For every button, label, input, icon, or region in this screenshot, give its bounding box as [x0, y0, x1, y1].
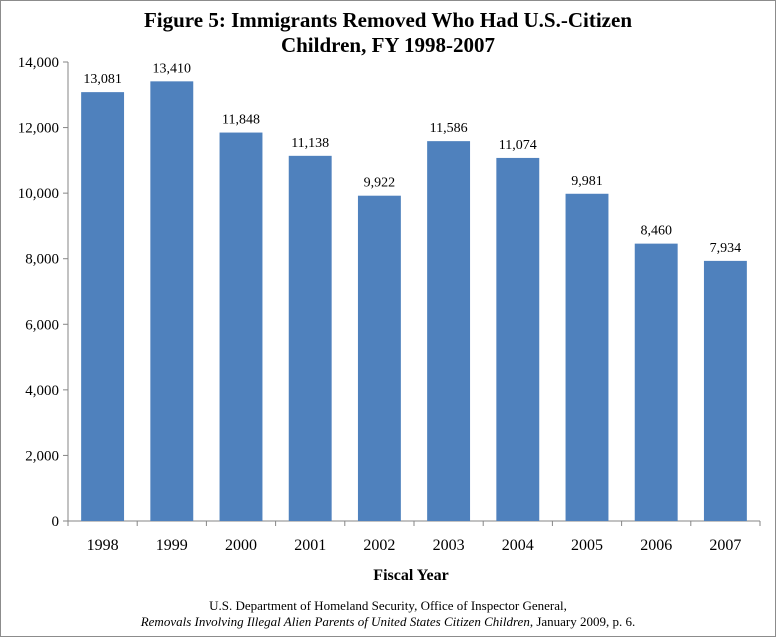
bar-2004: [496, 157, 540, 521]
x-axis-title: Fiscal Year: [373, 567, 448, 584]
x-axis: 1998 1999 2000 2001 2002 2003 2004 2005 2006 2007: [67, 520, 761, 554]
y-tick-label: 14,000: [18, 55, 59, 71]
value-label-1999: 13,410: [153, 61, 192, 76]
chart-title-line-1: Figure 5: Immigrants Removed Who Had U.S…: [143, 8, 633, 32]
source-line-2: Removals Involving Illegal Alien Parents…: [0, 614, 776, 630]
y-tick-label: 4,000: [25, 383, 59, 399]
value-label-2001: 11,138: [291, 136, 329, 151]
y-tick-label: 0: [52, 514, 60, 530]
value-label-2000: 11,848: [222, 113, 260, 128]
bar-2000: [219, 132, 263, 521]
y-tick-label: 10,000: [18, 186, 59, 202]
value-label-2003: 11,586: [430, 121, 468, 136]
y-axis: 0 2,000 4,000 6,000 8,000 10,000 12,000 14,000: [18, 55, 69, 530]
x-tick-label-2005: 2005: [571, 537, 603, 554]
chart-title: Figure 5: Immigrants Removed Who Had U.S…: [0, 8, 776, 58]
x-tick-label-2002: 2002: [363, 537, 395, 554]
bar-2005: [565, 193, 609, 521]
source-line-1: U.S. Department of Homeland Security, Of…: [209, 598, 567, 613]
source-note: U.S. Department of Homeland Security, Of…: [0, 598, 776, 630]
source-publication-title: Removals Involving Illegal Alien Parents…: [140, 614, 530, 629]
chart-title-line-2: Children, FY 1998-2007: [280, 33, 496, 57]
x-tick-label-2001: 2001: [294, 537, 326, 554]
x-tick-label-2007: 2007: [709, 537, 741, 554]
x-tick-label-2000: 2000: [225, 537, 257, 554]
source-publication-date: , January 2009, p. 6.: [529, 614, 636, 629]
value-label-1998: 13,081: [83, 72, 122, 87]
y-tick-label: 8,000: [25, 252, 59, 268]
x-tick-label-2004: 2004: [502, 537, 534, 554]
value-label-2002: 9,922: [364, 176, 396, 191]
bar-1998: [81, 92, 125, 522]
bars: [81, 81, 747, 522]
bar-2002: [357, 195, 401, 522]
value-label-2006: 8,460: [640, 224, 672, 239]
bar-2003: [427, 141, 471, 521]
y-tick-label: 6,000: [25, 317, 59, 333]
value-label-2007: 7,934: [710, 241, 742, 256]
x-tick-label-1998: 1998: [87, 537, 119, 554]
bar-1999: [150, 81, 194, 522]
y-tick-label: 12,000: [18, 121, 59, 137]
value-labels: 13,081 13,410 11,848 11,138 9,922 11,586 11,07…: [83, 61, 741, 256]
value-label-2004: 11,074: [499, 138, 537, 153]
x-tick-label-1999: 1999: [156, 537, 188, 554]
value-label-2005: 9,981: [571, 174, 603, 189]
bar-2001: [288, 155, 332, 522]
x-tick-label-2003: 2003: [433, 537, 465, 554]
y-tick-label: 2,000: [25, 448, 59, 464]
bar-2006: [634, 243, 678, 521]
bar-2007: [703, 260, 747, 521]
x-tick-label-2006: 2006: [640, 537, 672, 554]
